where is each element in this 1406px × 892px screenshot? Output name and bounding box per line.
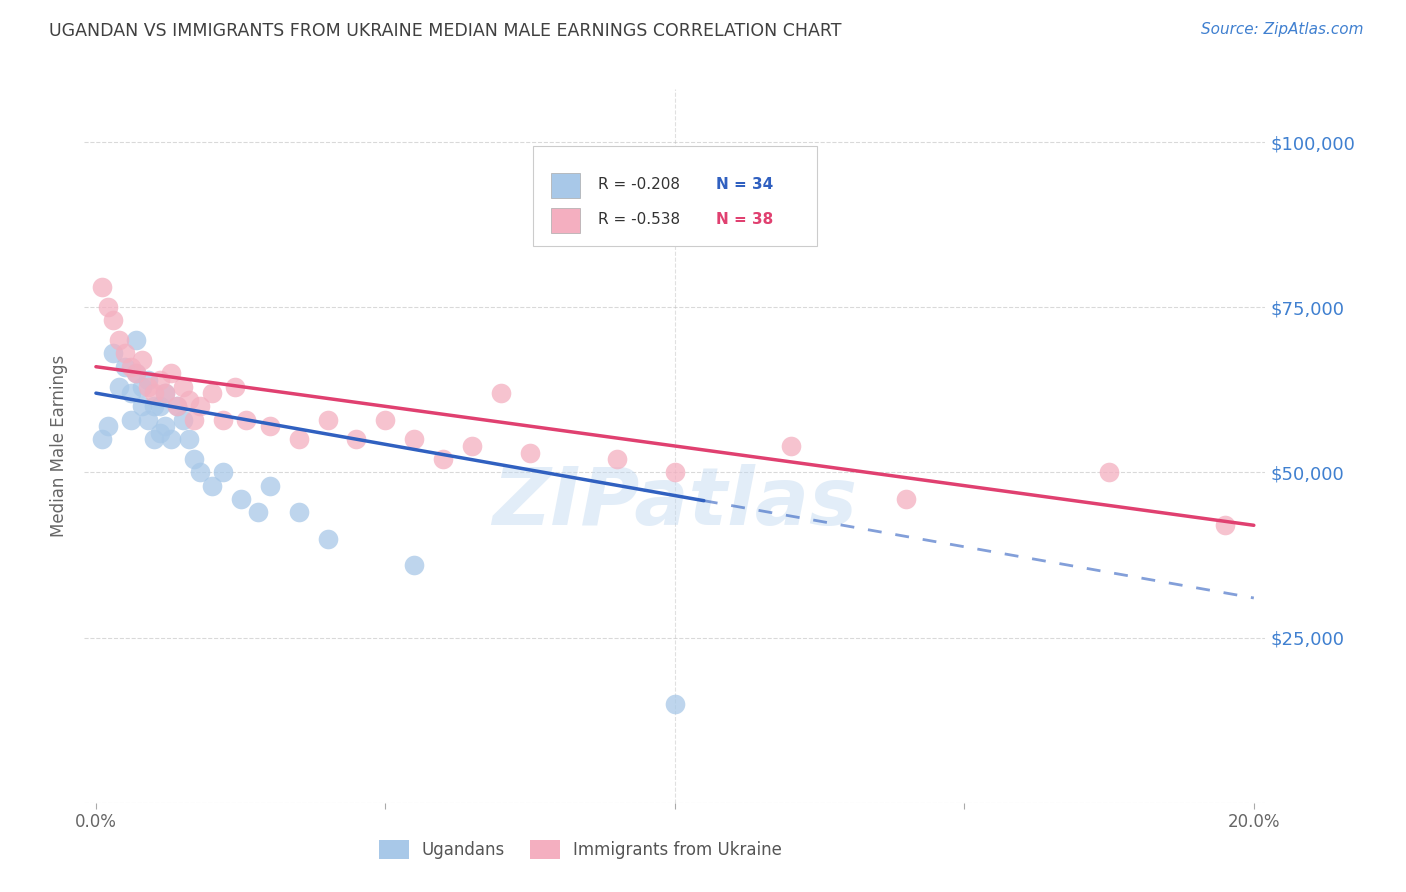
Point (103, 346, 125, 360)
Point (160, 367, 183, 381)
Point (142, 400, 165, 414)
Point (224, 379, 246, 393)
Point (96, 300, 118, 314)
Point (172, 379, 194, 393)
Point (201, 386, 224, 401)
Point (461, 439, 484, 453)
Point (404, 433, 426, 447)
Point (155, 386, 177, 401)
Y-axis label: Median Male Earnings: Median Male Earnings (51, 355, 69, 537)
Point (259, 478, 281, 492)
Point (125, 367, 148, 381)
Point (606, 452, 628, 467)
Point (160, 433, 183, 447)
Point (183, 412, 205, 426)
Point (316, 532, 339, 546)
Legend: Ugandans, Immigrants from Ukraine: Ugandans, Immigrants from Ukraine (371, 833, 789, 866)
Point (177, 433, 200, 447)
Point (229, 491, 252, 506)
Point (142, 386, 165, 401)
Point (136, 412, 159, 426)
Point (120, 412, 142, 426)
Point (235, 412, 257, 426)
Bar (551, 173, 581, 198)
Point (201, 478, 224, 492)
Point (779, 439, 801, 453)
Point (212, 466, 235, 480)
Point (346, 433, 368, 447)
Point (131, 400, 153, 414)
Point (149, 373, 172, 387)
Point (374, 412, 396, 426)
Point (287, 505, 309, 519)
Point (432, 452, 454, 467)
Text: N = 34: N = 34 (716, 177, 773, 192)
Point (404, 558, 426, 572)
Point (90, 280, 112, 294)
Point (489, 386, 512, 401)
Point (519, 445, 541, 459)
Point (896, 491, 918, 506)
Text: ZIPatlas: ZIPatlas (492, 464, 858, 542)
Point (212, 412, 235, 426)
Point (316, 412, 339, 426)
Point (131, 353, 153, 368)
Point (114, 346, 136, 360)
Point (166, 400, 188, 414)
Point (136, 373, 159, 387)
Point (172, 412, 194, 426)
Point (90, 433, 112, 447)
Point (108, 333, 131, 347)
Point (120, 386, 142, 401)
Point (120, 359, 142, 374)
Point (149, 425, 172, 440)
Point (131, 379, 153, 393)
Point (664, 697, 686, 711)
Point (1213, 518, 1236, 533)
Point (142, 433, 165, 447)
Text: Source: ZipAtlas.com: Source: ZipAtlas.com (1201, 22, 1364, 37)
Point (108, 379, 131, 393)
Point (287, 433, 309, 447)
Point (183, 452, 205, 467)
Point (188, 466, 211, 480)
Text: R = -0.208: R = -0.208 (598, 177, 681, 192)
Point (114, 359, 136, 374)
Point (103, 313, 125, 327)
Point (149, 400, 172, 414)
Point (155, 419, 177, 434)
Point (247, 505, 270, 519)
Text: N = 38: N = 38 (716, 212, 773, 227)
Point (1098, 466, 1121, 480)
Point (155, 386, 177, 401)
Point (125, 333, 148, 347)
Point (188, 400, 211, 414)
Text: R = -0.538: R = -0.538 (598, 212, 681, 227)
Point (96, 419, 118, 434)
Point (664, 466, 686, 480)
FancyBboxPatch shape (533, 146, 817, 246)
Point (125, 367, 148, 381)
Bar (551, 209, 581, 234)
Point (177, 392, 200, 407)
Point (166, 400, 188, 414)
Text: UGANDAN VS IMMIGRANTS FROM UKRAINE MEDIAN MALE EARNINGS CORRELATION CHART: UGANDAN VS IMMIGRANTS FROM UKRAINE MEDIA… (49, 22, 842, 40)
Point (259, 419, 281, 434)
Point (136, 379, 159, 393)
